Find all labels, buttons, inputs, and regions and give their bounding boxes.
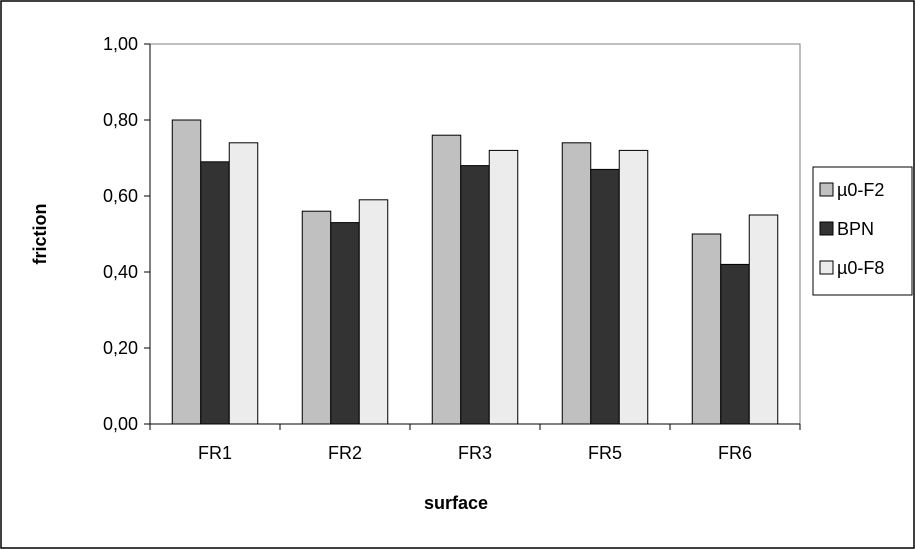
bar-fr3-series-0 bbox=[431, 134, 462, 425]
bar-fr3-series-1 bbox=[460, 165, 490, 425]
bar-fr6-series-1 bbox=[720, 263, 750, 425]
legend-label-series-2: µ0-F8 bbox=[837, 258, 884, 278]
y-tick-label: 0,00 bbox=[103, 414, 138, 434]
bar-fr2-series-2 bbox=[358, 199, 389, 425]
legend-label-series-0: µ0-F2 bbox=[837, 180, 884, 200]
bar-fr1-series-1 bbox=[200, 161, 230, 425]
bar-fr2-series-1 bbox=[330, 222, 360, 425]
y-tick-label: 1,00 bbox=[103, 34, 138, 54]
x-tick-label: FR3 bbox=[458, 443, 492, 463]
bars-group bbox=[171, 119, 779, 425]
bar-fr5-series-1 bbox=[590, 168, 620, 425]
y-axis-ticks: 0,00 0,20 0,40 0,60 0,80 1,00 bbox=[103, 34, 150, 434]
y-tick-label: 0,40 bbox=[103, 262, 138, 282]
bar-fr6-series-2 bbox=[748, 214, 779, 425]
legend-swatch-series-0 bbox=[819, 182, 834, 197]
y-tick-label: 0,80 bbox=[103, 110, 138, 130]
bar-fr1-series-2 bbox=[228, 142, 259, 425]
x-tick-label: FR5 bbox=[588, 443, 622, 463]
legend-swatch-series-2 bbox=[819, 260, 834, 275]
legend: µ0-F2 BPN µ0-F8 bbox=[812, 166, 913, 296]
bar-fr2-series-0 bbox=[301, 210, 332, 425]
legend-swatch-series-1 bbox=[819, 221, 834, 236]
bar-fr6-series-0 bbox=[691, 233, 722, 425]
x-axis-title: surface bbox=[424, 493, 488, 513]
bar-fr1-series-0 bbox=[171, 119, 202, 425]
legend-label-series-1: BPN bbox=[837, 219, 874, 239]
x-axis-ticks: FR1 FR2 FR3 FR5 FR6 bbox=[149, 424, 801, 463]
x-tick-label: FR1 bbox=[198, 443, 232, 463]
x-tick-label: FR2 bbox=[328, 443, 362, 463]
bar-fr5-series-0 bbox=[561, 142, 592, 425]
x-tick-label: FR6 bbox=[718, 443, 752, 463]
y-tick-label: 0,60 bbox=[103, 186, 138, 206]
y-axis-title: friction bbox=[30, 204, 50, 265]
bar-fr5-series-2 bbox=[618, 149, 649, 425]
y-tick-label: 0,20 bbox=[103, 338, 138, 358]
bar-fr3-series-2 bbox=[488, 149, 519, 425]
